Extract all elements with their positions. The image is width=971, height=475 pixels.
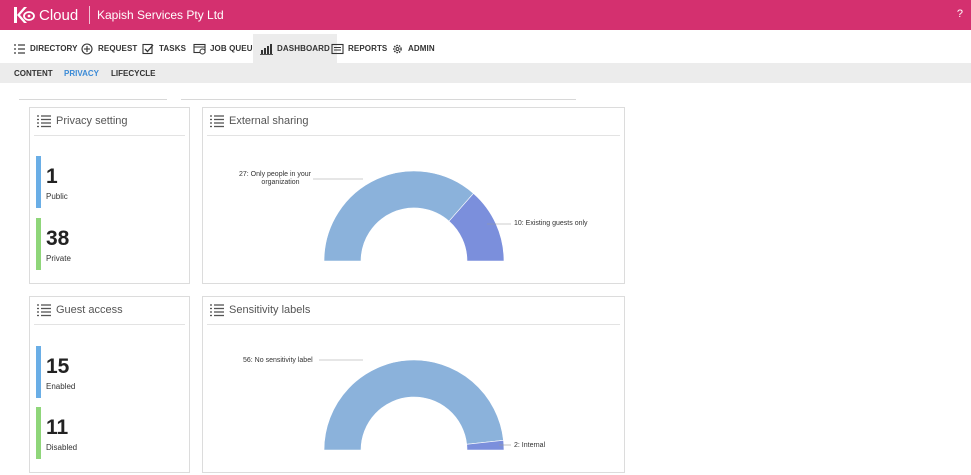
top-bar: Cloud Kapish Services Pty Ltd ? [0,0,971,30]
nav-tasks[interactable]: TASKS [142,34,186,63]
list-icon [210,115,224,128]
sub-nav: CONTENT PRIVACY LIFECYCLE [0,63,971,83]
guest-access-card: Guest access 15 Enabled 11 Disabled [29,296,190,473]
nav-dashboard-label: DASHBOARD [277,44,330,53]
stat-public: 1 Public [36,156,186,208]
slice-label-internal: 2: Internal [514,442,546,449]
slice-label-only-org: 27: Only people in your organization [236,171,311,187]
subtab-content[interactable]: CONTENT [14,69,53,78]
stat-value: 11 [46,416,69,439]
org-name: Kapish Services Pty Ltd [97,8,224,22]
stat-disabled: 11 Disabled [36,407,186,459]
stat-color-bar [36,407,41,459]
list-icon [37,304,51,317]
privacy-setting-card: Privacy setting 1 Public 38 Private [29,107,190,284]
nav-admin[interactable]: ADMIN [391,34,435,63]
slice-label-line: organization [261,179,300,186]
stat-enabled: 15 Enabled [36,346,186,398]
kapish-logo-icon [14,7,35,23]
nav-directory[interactable]: DIRECTORY [13,34,78,63]
stat-value: 38 [46,227,70,250]
card-title: Guest access [56,304,123,316]
plus-circle-icon [81,42,93,55]
card-title: External sharing [229,115,309,127]
main-nav: DIRECTORY REQUEST TASKS JOB QUEUE DASHBO… [0,34,971,63]
job-queue-icon [193,43,206,54]
card-header: Sensitivity labels [209,303,310,317]
checkbox-icon [142,43,154,54]
nav-reports-label: REPORTS [348,44,388,53]
nav-dashboard[interactable]: DASHBOARD [253,34,337,63]
stat-color-bar [36,346,41,398]
card-header: External sharing [209,114,309,128]
gear-icon [393,44,402,53]
card-divider [34,135,185,136]
stat-value: 1 [46,165,58,188]
external-sharing-donut[interactable] [203,108,624,283]
nav-request[interactable]: REQUEST [81,34,137,63]
section-divider-left [19,99,167,100]
card-title: Sensitivity labels [229,304,311,316]
stat-label: Enabled [46,382,76,391]
slice-label-existing-guests: 10: Existing guests only [514,220,588,227]
nav-admin-label: ADMIN [408,44,435,53]
card-header: Privacy setting [36,114,128,128]
nav-job-queue[interactable]: JOB QUEUE [193,34,258,63]
nav-job-queue-label: JOB QUEUE [210,44,259,53]
stat-label: Private [46,254,71,263]
donut-slice-1[interactable] [448,193,505,262]
card-title: Privacy setting [56,115,128,127]
card-divider [207,324,620,325]
list-icon [14,43,25,54]
nav-tasks-label: TASKS [159,44,187,53]
stat-private: 38 Private [36,218,186,270]
nav-request-label: REQUEST [98,44,138,53]
subtab-lifecycle[interactable]: LIFECYCLE [111,69,156,78]
slice-label-no-sensitivity: 56: No sensitivity label [243,357,313,364]
subtab-privacy[interactable]: PRIVACY [64,69,99,78]
dashboard-icon [260,43,273,55]
stat-label: Disabled [46,443,78,452]
slice-label-line: 27: Only people in your [239,171,311,178]
card-divider [207,135,620,136]
donut-slice-1[interactable] [466,439,505,451]
stat-label: Public [46,192,68,201]
donut-slice-0[interactable] [323,359,504,451]
app-logo[interactable]: Cloud [13,5,78,25]
reports-icon [331,43,344,54]
sensitivity-labels-card: Sensitivity labels 56: No sensitivity la… [202,296,625,473]
stat-color-bar [36,156,41,208]
card-divider [34,324,185,325]
title-divider [89,6,90,24]
list-icon [210,304,224,317]
list-icon [37,115,51,128]
donut-slice-0[interactable] [323,170,474,262]
help-button[interactable]: ? [956,8,963,20]
nav-reports[interactable]: REPORTS [331,34,387,63]
card-header: Guest access [36,303,123,317]
external-sharing-card: External sharing 27: Only people in your… [202,107,625,284]
nav-directory-label: DIRECTORY [30,44,78,53]
logo-text: Cloud [39,6,79,24]
sensitivity-labels-donut[interactable] [203,297,624,472]
section-divider-right [181,99,576,100]
stat-color-bar [36,218,41,270]
stat-value: 15 [46,355,70,378]
